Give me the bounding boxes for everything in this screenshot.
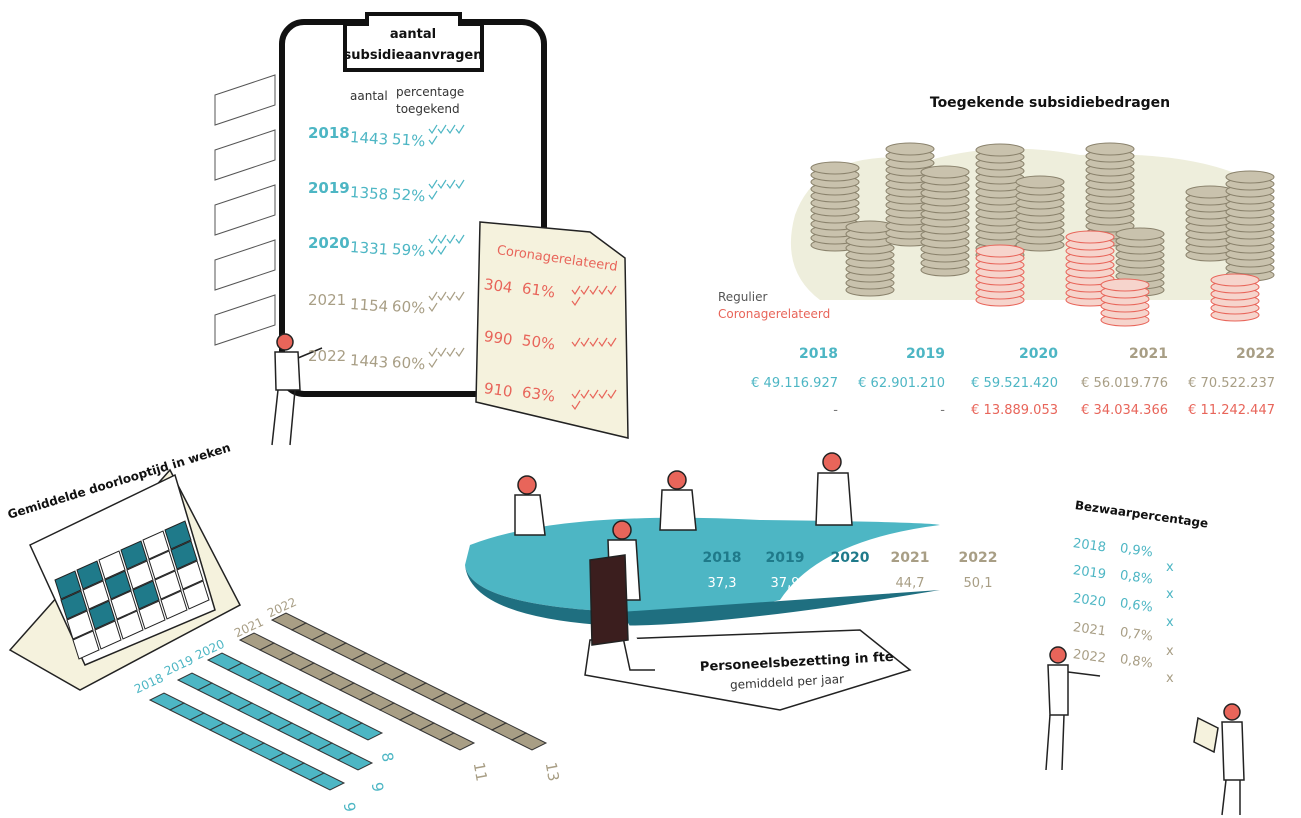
- paper-stacks: [215, 75, 275, 345]
- year: 2020: [1072, 592, 1107, 609]
- granted-percentage: 60%: [391, 299, 425, 316]
- regular-amount: € 56.019.776: [1081, 377, 1168, 390]
- year: 2018: [703, 551, 742, 565]
- granted-percentage: 51%: [391, 132, 425, 149]
- coin: [1116, 228, 1164, 240]
- year: 2020: [831, 551, 870, 565]
- weeks-value: 11: [471, 761, 489, 782]
- fte-value: 38,6: [836, 577, 865, 590]
- year: 2018: [1072, 537, 1107, 554]
- coin: [976, 245, 1024, 257]
- year: 2022: [1072, 648, 1107, 665]
- granted-percentage: 60%: [391, 355, 425, 372]
- coin: [1101, 279, 1149, 291]
- objection-percentage: 0,8%: [1119, 653, 1154, 670]
- column-header: aantal: [350, 90, 388, 102]
- objection-mark: x: [1166, 672, 1174, 685]
- year: 2019: [906, 347, 945, 361]
- regular-amount: € 62.901.210: [858, 377, 945, 390]
- application-count: 1358: [349, 185, 388, 203]
- application-count: 1443: [349, 353, 388, 371]
- objection-percentage: 0,9%: [1119, 542, 1154, 559]
- year: 2020: [1019, 347, 1058, 361]
- corona-amount: € 13.889.053: [971, 404, 1058, 417]
- legend-label: Regulier: [718, 291, 767, 303]
- fte-value: 50,1: [964, 577, 993, 590]
- year: 2019: [1072, 564, 1107, 581]
- year: 2022: [959, 551, 998, 565]
- corona-percentage: 50%: [521, 333, 556, 352]
- weeks-value: 9: [369, 781, 385, 793]
- column-header: toegekend: [396, 103, 460, 115]
- legend-label: Coronagerelateerd: [718, 308, 830, 320]
- coin: [1086, 143, 1134, 155]
- application-count: 1443: [349, 130, 388, 148]
- coin: [886, 143, 934, 155]
- objection-mark: x: [1166, 645, 1174, 658]
- regular-amount: € 49.116.927: [751, 377, 838, 390]
- coin: [976, 144, 1024, 156]
- corona-amount: € 11.242.447: [1188, 404, 1275, 417]
- objection-percentage: 0,7%: [1119, 626, 1154, 643]
- column-header: percentage: [396, 86, 464, 98]
- coin: [811, 162, 859, 174]
- coin: [1226, 171, 1274, 183]
- coin: [1211, 274, 1259, 286]
- clipboard-title: aantal: [390, 28, 436, 41]
- year: 2018: [308, 126, 350, 141]
- granted-percentage: 52%: [391, 187, 425, 204]
- year: 2022: [308, 349, 346, 364]
- regular-amount: € 70.522.237: [1188, 377, 1275, 390]
- objection-people: [1046, 647, 1244, 815]
- application-count: 1331: [349, 240, 388, 258]
- year: 2021: [1072, 621, 1107, 638]
- corona-count: 910: [483, 381, 513, 400]
- infographic: aantal subsidieaanvragen aantal percentage t…: [0, 0, 1301, 818]
- granted-percentage: 59%: [391, 242, 425, 259]
- objection-mark: x: [1166, 561, 1174, 574]
- regular-amount: € 59.521.420: [971, 377, 1058, 390]
- year: 2021: [1129, 347, 1168, 361]
- objection-percentage: 0,6%: [1119, 597, 1154, 614]
- year: 2019: [308, 181, 350, 196]
- weeks-value: 9: [341, 801, 357, 813]
- coin: [921, 166, 969, 178]
- year: 2018: [799, 347, 838, 361]
- objection-percentage: 0,8%: [1119, 569, 1154, 586]
- corona-amount: € 34.034.366: [1081, 404, 1168, 417]
- year: 2019: [766, 551, 805, 565]
- corona-count: 990: [483, 329, 513, 348]
- year: 2022: [1236, 347, 1275, 361]
- corona-count: 304: [483, 277, 513, 296]
- coin: [1016, 176, 1064, 188]
- year: 2021: [308, 293, 346, 308]
- fte-value: 37,9: [771, 577, 800, 590]
- year: 2021: [891, 551, 930, 565]
- amounts-title: Toegekende subsidiebedragen: [930, 96, 1170, 110]
- application-count: 1154: [349, 297, 388, 315]
- fte-value: 37,3: [708, 577, 737, 590]
- fte-value: 44,7: [896, 577, 925, 590]
- clipboard-title: subsidieaanvragen: [344, 49, 483, 62]
- corona-amount: -: [940, 404, 945, 417]
- objection-mark: x: [1166, 588, 1174, 601]
- objection-mark: x: [1166, 616, 1174, 629]
- corona-percentage: 61%: [521, 281, 556, 300]
- year: 2020: [308, 236, 350, 251]
- corona-amount: -: [833, 404, 838, 417]
- weeks-value: 8: [379, 751, 395, 763]
- coin: [1066, 231, 1114, 243]
- corona-percentage: 63%: [521, 385, 556, 404]
- weeks-value: 13: [543, 761, 561, 782]
